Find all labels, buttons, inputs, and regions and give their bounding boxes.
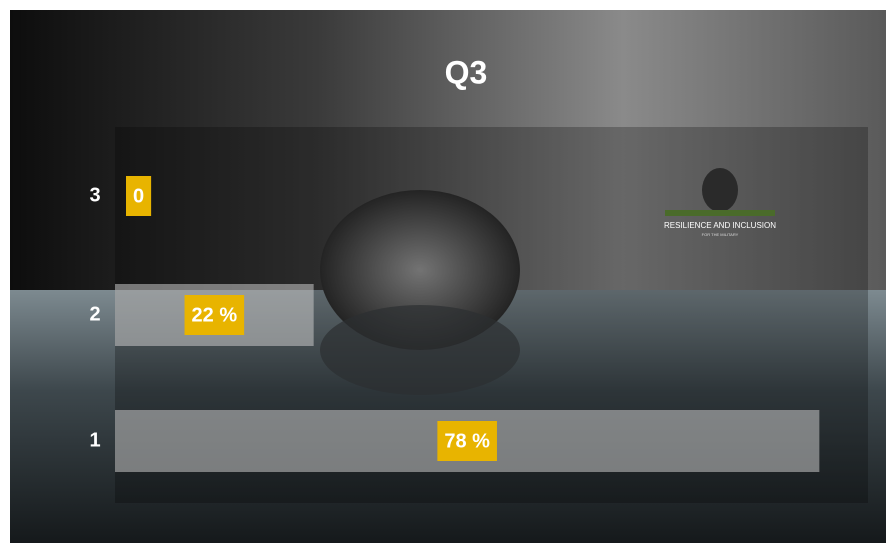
value-label: 0 <box>133 185 144 207</box>
value-label: 22 % <box>192 304 238 326</box>
logo-ground <box>665 210 775 216</box>
category-label: 2 <box>89 303 100 325</box>
poll-screen: RESILIENCE AND INCLUSION FOR THE MILITAR… <box>0 0 886 543</box>
value-label: 78 % <box>444 430 490 452</box>
logo-subtitle: FOR THE MILITARY <box>702 232 739 237</box>
logo-title: RESILIENCE AND INCLUSION <box>664 221 776 230</box>
category-label: 3 <box>89 184 100 206</box>
category-label: 1 <box>89 429 100 451</box>
logo-figure <box>702 168 738 212</box>
chart-title: Q3 <box>445 54 488 90</box>
